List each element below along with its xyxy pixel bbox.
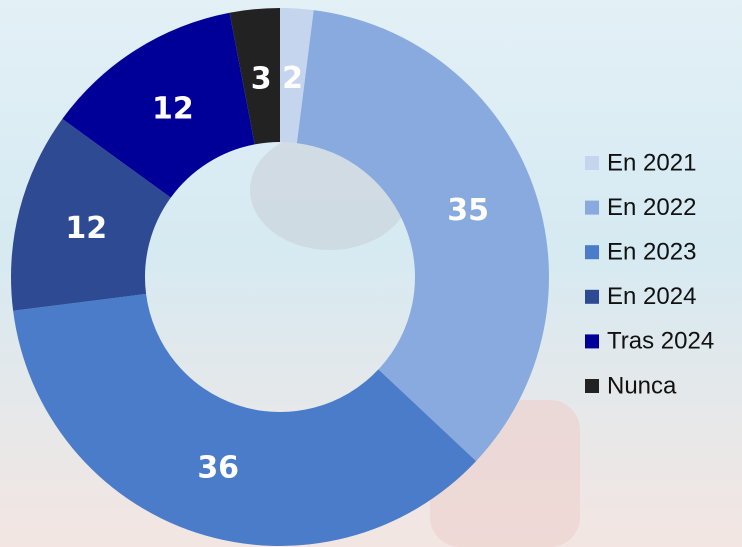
- legend-swatch: [585, 245, 599, 259]
- data-label: 36: [197, 451, 239, 486]
- legend-swatch: [585, 290, 599, 304]
- data-label: 3: [251, 61, 272, 96]
- legend-label: En 2021: [607, 149, 696, 176]
- legend-swatch: [585, 379, 599, 393]
- legend-label: Tras 2024: [607, 328, 714, 355]
- data-label: 12: [152, 92, 194, 127]
- legend-label: En 2024: [607, 283, 696, 310]
- legend-swatch: [585, 201, 599, 215]
- data-label: 35: [447, 193, 489, 228]
- data-label: 12: [65, 211, 107, 246]
- data-label: 2: [282, 61, 303, 96]
- legend-swatch: [585, 156, 599, 170]
- legend-label: En 2023: [607, 239, 696, 266]
- page: 2 35 36 12 12 3 En 2021 En 2022 En 2023 En 2024 Tr…: [0, 0, 742, 547]
- legend-swatch: [585, 334, 599, 348]
- chart: 2 35 36 12 12 3 En 2021 En 2022 En 2023 En 2024 Tr…: [0, 0, 742, 547]
- legend-label: En 2022: [607, 194, 696, 221]
- legend-label: Nunca: [607, 372, 677, 399]
